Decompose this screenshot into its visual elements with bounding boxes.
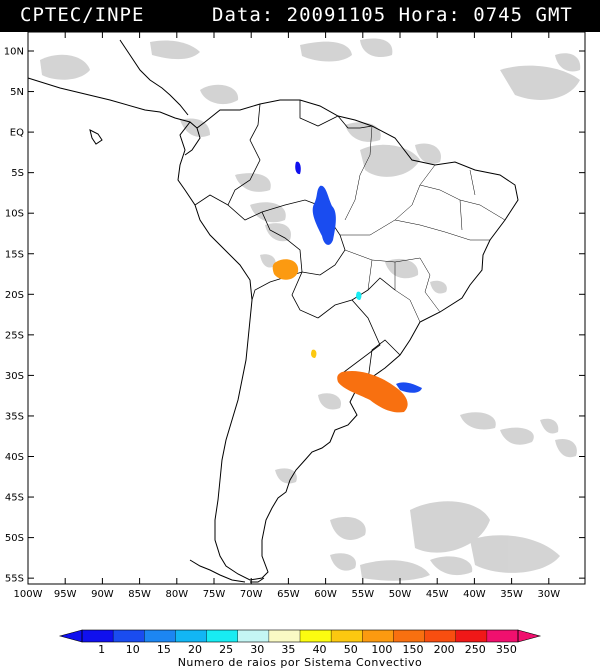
lightning-cluster-6	[337, 370, 408, 413]
longitude-axis: 100W 95W 90W 85W 80W 75W 70W 65W 60W 55W 50W 45W 40W…	[14, 32, 560, 600]
date-value: 20091105	[286, 4, 387, 26]
colorbar-label: 50	[344, 643, 358, 656]
colorbar-label: 30	[250, 643, 264, 656]
lon-label: 75W	[203, 589, 226, 600]
lightning-cluster-5	[311, 349, 317, 358]
latitude-axis: 10N 5N EQ 5S 10S 15S 20S 25S 30S 35S 40S 45S 50S 55S	[4, 47, 585, 585]
map-frame	[27, 31, 586, 585]
lightning-cluster-7	[396, 382, 422, 393]
colorbar-min-arrow	[58, 629, 83, 643]
cloud-cover	[40, 38, 581, 581]
colorbar-segment	[300, 630, 332, 642]
colorbar-label: 15	[157, 643, 171, 656]
lon-label: 50W	[389, 589, 412, 600]
colorbar-segment	[424, 630, 457, 642]
colorbar-label: 25	[219, 643, 233, 656]
lon-label: 40W	[463, 589, 486, 600]
lon-label: 35W	[500, 589, 523, 600]
state-borders	[340, 125, 506, 323]
colorbar-segment	[331, 630, 363, 642]
colorbar-segment	[268, 630, 301, 642]
lon-label: 85W	[128, 589, 151, 600]
lat-label: 5N	[10, 87, 24, 98]
lightning-cluster-4	[356, 291, 362, 300]
lat-label: 40S	[5, 452, 24, 463]
lat-label: 10S	[5, 209, 24, 220]
lat-label: 55S	[5, 574, 24, 585]
lat-label: EQ	[10, 128, 24, 139]
colorbar-label: 1	[98, 643, 105, 656]
colorbar-segment	[455, 630, 488, 642]
colorbar-segment	[144, 630, 176, 642]
colorbar-segment	[393, 630, 426, 642]
lon-label: 45W	[426, 589, 449, 600]
lat-label: 20S	[5, 290, 24, 301]
colorbar-label: 20	[188, 643, 202, 656]
time-label: Hora:	[398, 4, 461, 26]
colorbar-label: 350	[496, 643, 517, 656]
lat-label: 50S	[5, 533, 24, 544]
lightning-cluster-1	[295, 161, 301, 175]
timezone-label: GMT	[535, 4, 573, 26]
lon-label: 60W	[314, 589, 337, 600]
lon-label: 90W	[91, 589, 114, 600]
lon-label: 95W	[54, 589, 77, 600]
lat-label: 25S	[5, 330, 24, 341]
colorbar-segment	[206, 630, 239, 642]
colorbar-segment	[175, 630, 208, 642]
time-value: 0745	[473, 4, 524, 26]
colorbar-segment	[113, 630, 145, 642]
coastlines	[27, 39, 519, 583]
colorbar-label: 150	[403, 643, 424, 656]
lon-label: 100W	[14, 589, 43, 600]
colorbar-title: Numero de raios por Sistema Convectivo	[178, 656, 423, 669]
source-label: CPTEC/INPE	[20, 4, 145, 26]
lon-label: 70W	[240, 589, 263, 600]
lat-label: 5S	[11, 168, 24, 179]
header-bar: CPTEC/INPE Data: 20091105 Hora: 0745 GMT	[0, 0, 600, 32]
colorbar-max-arrow	[517, 629, 542, 643]
colorbar-segment	[82, 630, 114, 642]
lon-label: 80W	[165, 589, 188, 600]
colorbar-segment	[486, 630, 519, 642]
colorbar-segment	[362, 630, 394, 642]
lat-label: 10N	[4, 47, 24, 58]
lon-label: 55W	[351, 589, 374, 600]
colorbar-segment	[237, 630, 270, 642]
colorbar: 1 10 15 20 25 30 35 40 50 100 150 200 250 350 Numero d…	[58, 629, 542, 669]
colorbar-label: 200	[434, 643, 455, 656]
lat-label: 35S	[5, 411, 24, 422]
lon-label: 30W	[537, 589, 560, 600]
colorbar-label: 35	[281, 643, 295, 656]
lightning-cluster-2	[312, 185, 336, 245]
lat-label: 30S	[5, 371, 24, 382]
date-label: Data:	[212, 4, 275, 26]
lon-label: 65W	[277, 589, 300, 600]
colorbar-label: 40	[313, 643, 327, 656]
lat-label: 45S	[5, 493, 24, 504]
lightning-cluster-3	[272, 259, 299, 280]
lat-label: 15S	[5, 249, 24, 260]
colorbar-label: 100	[371, 643, 392, 656]
colorbar-label: 250	[465, 643, 486, 656]
colorbar-label: 10	[126, 643, 140, 656]
lightning-systems	[272, 161, 422, 413]
datetime-label: Data: 20091105 Hora: 0745 GMT	[212, 4, 573, 26]
